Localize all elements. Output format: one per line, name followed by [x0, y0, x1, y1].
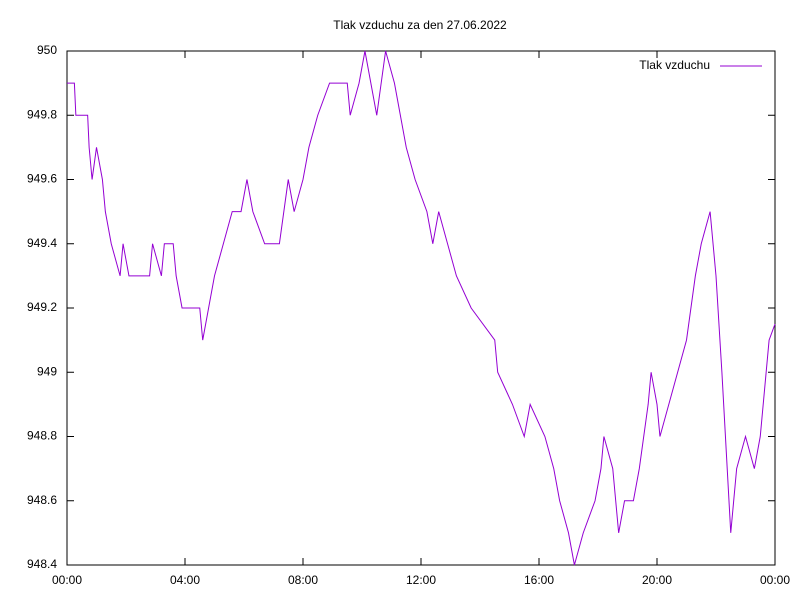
x-tick-label: 12:00	[406, 573, 436, 587]
y-tick-label: 949	[37, 364, 57, 378]
x-tick-label: 20:00	[642, 573, 672, 587]
y-tick-label: 949.4	[27, 236, 57, 250]
x-tick-label: 16:00	[524, 573, 554, 587]
y-tick-label: 948.4	[27, 557, 57, 571]
x-tick-label: 08:00	[288, 573, 318, 587]
plot-frame	[66, 50, 776, 566]
x-tick-label: 04:00	[170, 573, 200, 587]
y-tick-label: 948.6	[27, 493, 57, 507]
x-tick-label: 00:00	[760, 573, 790, 587]
data-line	[67, 50, 776, 566]
x-tick-label: 00:00	[52, 573, 82, 587]
legend-label: Tlak vzduchu	[639, 58, 710, 72]
y-tick-label: 949.8	[27, 107, 57, 121]
y-tick-label: 949.2	[27, 300, 57, 314]
y-tick-label: 949.6	[27, 172, 57, 186]
y-tick-label: 950	[37, 43, 57, 57]
y-tick-label: 948.8	[27, 429, 57, 443]
chart-title: Tlak vzduchu za den 27.06.2022	[333, 18, 507, 32]
